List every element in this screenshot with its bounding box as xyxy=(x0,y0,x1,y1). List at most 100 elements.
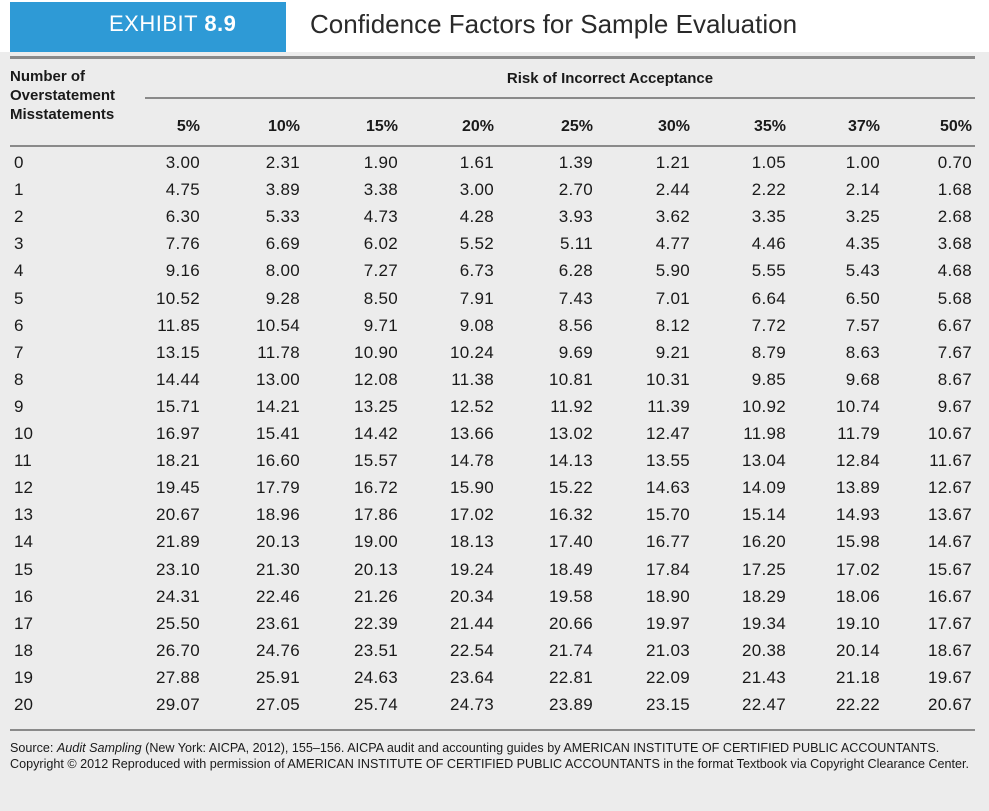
confidence-factor-cell: 9.69 xyxy=(558,342,593,362)
confidence-factor-cell: 12.47 xyxy=(645,424,690,443)
confidence-factor-cell: 11.38 xyxy=(451,369,494,389)
column-header: 10% xyxy=(267,118,300,135)
confidence-factor-cell: 5.43 xyxy=(845,261,880,281)
misstatement-count: 9 xyxy=(14,396,24,416)
confidence-factor-cell: 20.67 xyxy=(927,695,972,714)
confidence-factor-cell: 18.21 xyxy=(155,451,200,471)
confidence-factor-cell: 7.27 xyxy=(363,261,398,281)
confidence-factor-cell: 3.68 xyxy=(937,234,972,254)
confidence-factor-cell: 1.00 xyxy=(845,153,880,172)
confidence-factor-cell: 4.75 xyxy=(165,180,200,200)
table-row: 6 11.85 10.54 9.71 9.08 8.56 8.12 7.72 7.57 6.67 xyxy=(0,316,989,342)
confidence-factor-cell: 9.85 xyxy=(751,369,786,389)
confidence-factor-cell: 3.00 xyxy=(459,180,494,200)
confidence-factor-cell: 22.46 xyxy=(255,586,300,606)
confidence-factor-cell: 3.93 xyxy=(558,207,593,227)
confidence-factor-cell: 1.90 xyxy=(363,153,398,172)
confidence-factor-cell: 20.14 xyxy=(835,640,880,660)
confidence-factor-cell: 15.71 xyxy=(155,396,200,416)
confidence-factor-cell: 3.00 xyxy=(165,153,200,172)
confidence-factor-cell: 18.06 xyxy=(835,586,880,606)
confidence-factor-cell: 21.30 xyxy=(255,559,300,579)
confidence-factor-cell: 18.13 xyxy=(449,532,494,552)
misstatement-count: 3 xyxy=(14,234,24,254)
confidence-factor-cell: 11.92 xyxy=(550,396,593,416)
source-title: Audit Sampling xyxy=(56,741,142,755)
confidence-factor-cell: 16.32 xyxy=(548,505,593,525)
confidence-factor-cell: 16.60 xyxy=(255,451,300,471)
confidence-factor-cell: 11.78 xyxy=(257,342,300,362)
confidence-factor-cell: 10.54 xyxy=(255,315,300,335)
confidence-factor-cell: 8.56 xyxy=(558,315,593,335)
confidence-factor-cell: 4.28 xyxy=(459,207,494,227)
confidence-factor-cell: 24.31 xyxy=(155,586,200,606)
confidence-factor-cell: 17.67 xyxy=(927,613,972,633)
confidence-factor-cell: 27.05 xyxy=(255,695,300,714)
table-row: 0 3.00 2.31 1.90 1.61 1.39 1.21 1.05 1.00 0.70 xyxy=(0,153,989,179)
confidence-factor-cell: 7.76 xyxy=(165,234,200,254)
confidence-factor-cell: 5.33 xyxy=(265,207,300,227)
header-rule xyxy=(10,56,975,59)
confidence-factor-cell: 4.77 xyxy=(655,234,690,254)
confidence-factor-cell: 6.02 xyxy=(363,234,398,254)
confidence-factor-cell: 17.84 xyxy=(645,559,690,579)
confidence-factor-cell: 1.05 xyxy=(751,153,786,172)
column-header: 20% xyxy=(461,118,494,135)
confidence-factor-cell: 26.70 xyxy=(155,640,200,660)
confidence-factor-cell: 4.73 xyxy=(363,207,398,227)
confidence-factor-cell: 13.02 xyxy=(548,424,593,443)
confidence-factor-cell: 1.68 xyxy=(937,180,972,200)
exhibit-badge: EXHIBIT 8.9 xyxy=(10,2,286,52)
confidence-factor-cell: 17.86 xyxy=(353,505,398,525)
confidence-factor-cell: 10.52 xyxy=(155,288,200,308)
confidence-factor-cell: 18.67 xyxy=(927,640,972,660)
confidence-factor-cell: 14.93 xyxy=(835,505,880,525)
misstatement-count: 7 xyxy=(14,342,24,362)
confidence-factor-cell: 17.79 xyxy=(255,478,300,498)
confidence-factor-cell: 20.13 xyxy=(255,532,300,552)
confidence-factor-cell: 20.67 xyxy=(155,505,200,525)
confidence-factor-cell: 11.39 xyxy=(647,396,690,416)
misstatement-count: 2 xyxy=(14,207,24,227)
confidence-factor-cell: 21.43 xyxy=(741,667,786,687)
row-header-line-3: Misstatements xyxy=(10,106,115,123)
confidence-factor-cell: 7.57 xyxy=(845,315,880,335)
exhibit-number: 8.9 xyxy=(204,11,237,36)
confidence-factor-cell: 25.74 xyxy=(353,695,398,714)
confidence-factor-cell: 16.20 xyxy=(741,532,786,552)
confidence-factor-cell: 13.67 xyxy=(927,505,972,525)
confidence-factor-cell: 13.15 xyxy=(155,342,200,362)
confidence-factor-cell: 5.11 xyxy=(559,234,593,254)
confidence-factor-cell: 15.98 xyxy=(835,532,880,552)
confidence-factor-cell: 2.44 xyxy=(655,180,690,200)
confidence-factor-cell: 18.29 xyxy=(741,586,786,606)
exhibit-label: EXHIBIT xyxy=(109,11,198,36)
confidence-factor-cell: 23.64 xyxy=(449,667,494,687)
confidence-factor-cell: 11.98 xyxy=(743,424,786,443)
misstatement-count: 13 xyxy=(14,505,33,525)
table-row: 18 26.70 24.76 23.51 22.54 21.74 21.03 20.38 20.… xyxy=(0,641,989,667)
misstatement-count: 12 xyxy=(14,478,33,498)
confidence-factor-cell: 8.63 xyxy=(845,342,880,362)
table-row: 20 29.07 27.05 25.74 24.73 23.89 23.15 22.47 22.… xyxy=(0,695,989,721)
confidence-factor-cell: 27.88 xyxy=(155,667,200,687)
confidence-factor-cell: 24.73 xyxy=(449,695,494,714)
confidence-factor-cell: 9.08 xyxy=(459,315,494,335)
confidence-factor-cell: 19.67 xyxy=(927,667,972,687)
confidence-factor-cell: 14.44 xyxy=(155,369,200,389)
confidence-factor-cell: 12.84 xyxy=(835,451,880,471)
confidence-factor-cell: 10.24 xyxy=(449,342,494,362)
table-row: 15 23.10 21.30 20.13 19.24 18.49 17.84 17.25 17.… xyxy=(0,560,989,586)
confidence-factor-cell: 21.03 xyxy=(645,640,690,660)
header-bottom-rule xyxy=(10,145,975,147)
confidence-factor-cell: 2.70 xyxy=(558,180,593,200)
confidence-factor-cell: 9.71 xyxy=(363,315,398,335)
confidence-factor-cell: 19.45 xyxy=(155,478,200,498)
confidence-factor-cell: 13.04 xyxy=(741,451,786,471)
confidence-factor-cell: 15.41 xyxy=(255,424,300,443)
confidence-factor-cell: 8.12 xyxy=(655,315,690,335)
table-row: 19 27.88 25.91 24.63 23.64 22.81 22.09 21.43 21.… xyxy=(0,668,989,694)
confidence-factor-cell: 23.10 xyxy=(155,559,200,579)
confidence-factor-cell: 14.67 xyxy=(927,532,972,552)
confidence-factor-cell: 19.97 xyxy=(645,613,690,633)
